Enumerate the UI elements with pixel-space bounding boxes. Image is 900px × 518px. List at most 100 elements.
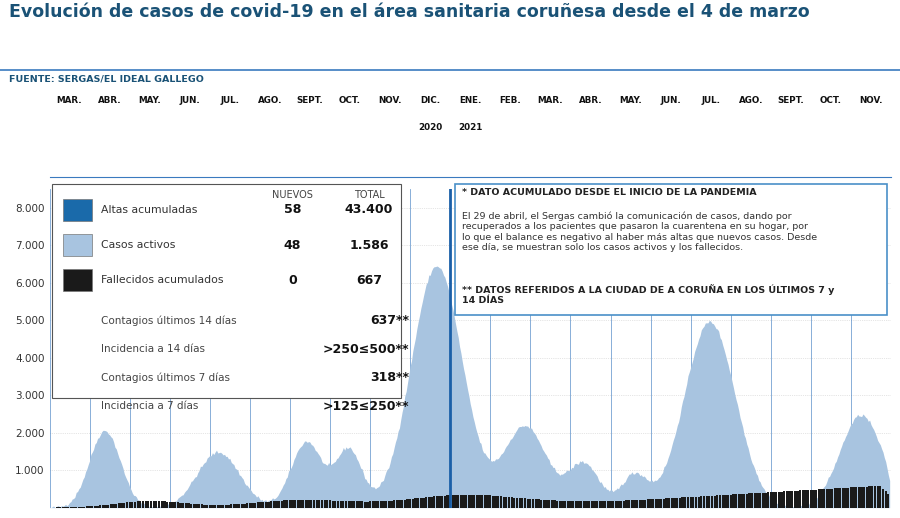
Bar [545, 500, 547, 508]
Bar [248, 503, 251, 508]
Bar [471, 495, 473, 508]
Bar [382, 501, 384, 508]
Bar [150, 501, 152, 508]
Bar [585, 501, 588, 508]
Bar [554, 500, 555, 508]
Bar [604, 501, 607, 508]
Bar [460, 495, 462, 508]
Bar [319, 500, 320, 508]
Bar [623, 500, 625, 508]
Bar [88, 506, 91, 508]
Bar [345, 501, 347, 508]
Bar [887, 494, 889, 508]
Text: ** DATOS REFERIDOS A LA CIUDAD DE A CORUÑA EN LOS ÚLTIMOS 7 y
14 DÍAS: ** DATOS REFERIDOS A LA CIUDAD DE A CORU… [462, 284, 834, 305]
Bar [254, 502, 256, 508]
Bar [240, 503, 243, 508]
Bar [238, 504, 240, 508]
Bar [284, 500, 285, 508]
Bar [286, 500, 288, 508]
Bar [500, 496, 502, 508]
Bar [805, 490, 806, 508]
Bar [727, 495, 729, 508]
Bar [457, 495, 459, 508]
Bar [446, 495, 449, 508]
Text: JUN.: JUN. [179, 96, 200, 105]
Bar [86, 507, 88, 508]
Bar [689, 497, 692, 508]
Bar [321, 500, 323, 508]
Bar [487, 495, 489, 508]
Bar [574, 501, 577, 508]
Bar [772, 492, 775, 508]
Bar [497, 496, 500, 508]
Text: DIC.: DIC. [420, 96, 440, 105]
Bar [176, 502, 179, 508]
Bar [526, 499, 529, 508]
Text: MAR.: MAR. [537, 96, 563, 105]
Bar [137, 501, 139, 508]
Bar [673, 498, 676, 508]
Bar [802, 491, 804, 508]
Bar [436, 496, 438, 508]
Bar [259, 502, 262, 508]
Bar [145, 501, 147, 508]
Bar [730, 495, 732, 508]
Bar [414, 498, 417, 508]
Bar [409, 499, 411, 508]
Bar [94, 506, 96, 508]
Bar [676, 498, 679, 508]
Bar [612, 501, 615, 508]
Bar [323, 500, 326, 508]
Text: 318**: 318** [371, 371, 410, 384]
Text: SEPT.: SEPT. [297, 96, 323, 105]
Bar [153, 501, 155, 508]
Bar [681, 497, 684, 508]
Bar [874, 486, 876, 508]
Bar [297, 500, 299, 508]
Bar [684, 497, 687, 508]
Bar [289, 500, 291, 508]
Bar [222, 505, 224, 508]
Bar [168, 502, 171, 508]
Bar [700, 496, 703, 508]
Bar [228, 505, 230, 508]
Bar [328, 500, 331, 508]
Bar [767, 493, 770, 508]
Bar [270, 501, 273, 508]
Bar [735, 494, 737, 508]
Bar [842, 488, 844, 508]
Bar [308, 500, 310, 508]
Bar [634, 500, 635, 508]
Bar [184, 503, 187, 508]
Bar [356, 501, 358, 508]
Bar [463, 495, 464, 508]
Bar [759, 493, 761, 508]
Bar [201, 505, 203, 508]
Bar [724, 495, 726, 508]
Bar [310, 500, 312, 508]
Bar [658, 499, 660, 508]
Bar [425, 497, 427, 508]
Bar [380, 501, 382, 508]
Bar [75, 507, 77, 508]
Bar [741, 494, 742, 508]
Bar [582, 501, 585, 508]
Bar [655, 499, 657, 508]
Bar [692, 497, 695, 508]
Bar [652, 499, 654, 508]
Bar [190, 503, 193, 508]
Bar [628, 500, 630, 508]
Bar [468, 495, 470, 508]
Bar [665, 498, 668, 508]
Bar [572, 501, 574, 508]
Bar [567, 501, 569, 508]
Text: NOV.: NOV. [860, 96, 883, 105]
Bar [786, 491, 788, 508]
Text: 43.400: 43.400 [345, 203, 393, 217]
Bar [791, 491, 793, 508]
Bar [636, 500, 638, 508]
Bar [877, 486, 878, 508]
Text: AGO.: AGO. [739, 96, 763, 105]
Bar [698, 497, 700, 508]
Bar [273, 501, 275, 508]
